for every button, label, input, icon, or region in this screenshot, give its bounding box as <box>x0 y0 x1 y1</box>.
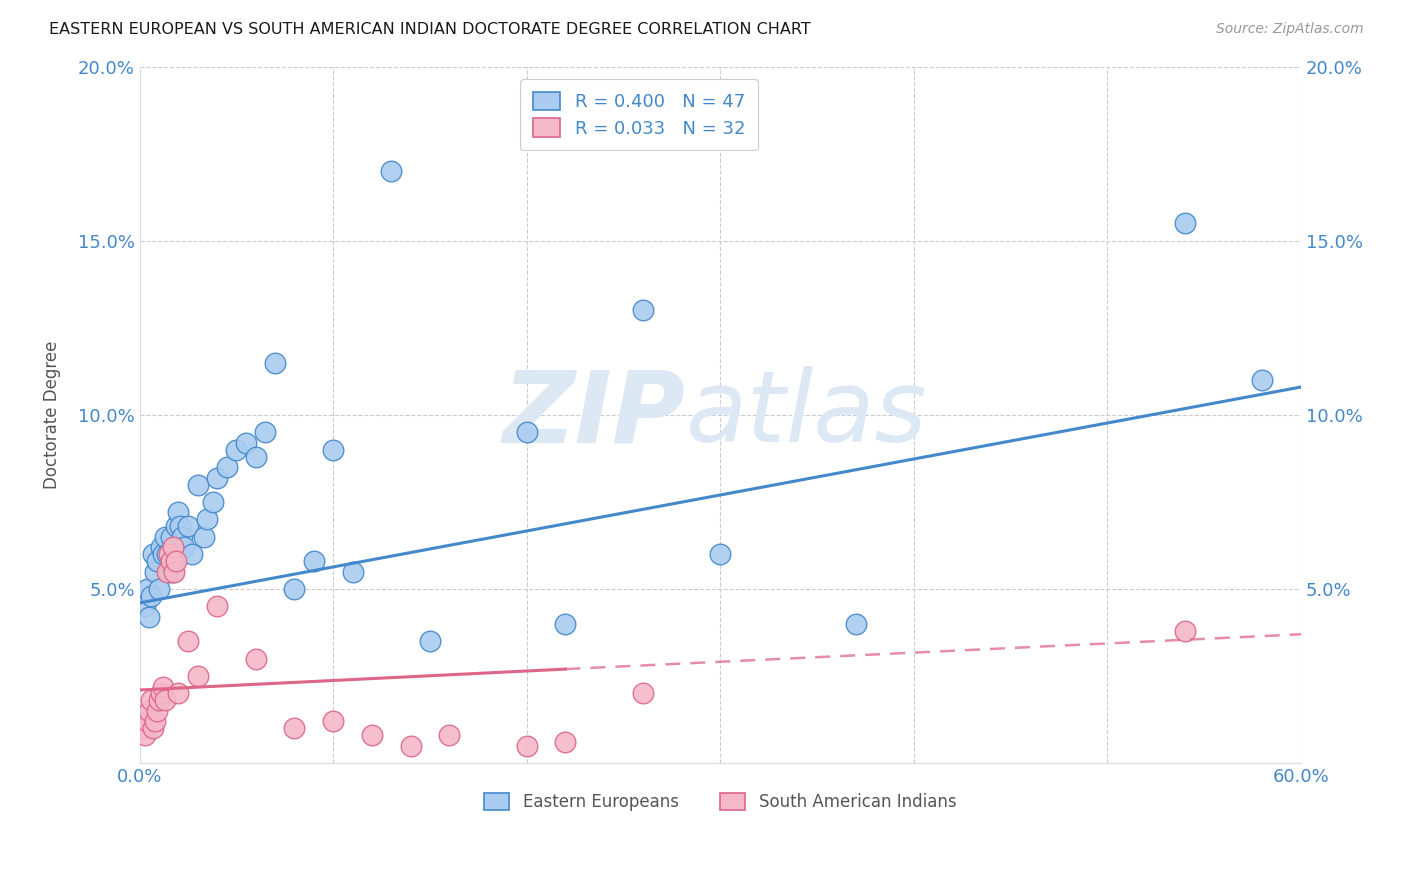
Point <box>167 505 190 519</box>
Text: EASTERN EUROPEAN VS SOUTH AMERICAN INDIAN DOCTORATE DEGREE CORRELATION CHART: EASTERN EUROPEAN VS SOUTH AMERICAN INDIA… <box>49 22 811 37</box>
Point <box>177 634 200 648</box>
Text: Source: ZipAtlas.com: Source: ZipAtlas.com <box>1216 22 1364 37</box>
Point <box>516 739 538 753</box>
Point <box>187 669 209 683</box>
Point <box>1251 373 1274 387</box>
Point <box>516 425 538 440</box>
Point <box>245 450 267 464</box>
Text: ZIP: ZIP <box>502 367 686 463</box>
Point <box>845 616 868 631</box>
Y-axis label: Doctorate Degree: Doctorate Degree <box>44 341 60 489</box>
Point <box>419 634 441 648</box>
Point <box>283 582 305 596</box>
Point <box>709 547 731 561</box>
Point <box>157 565 180 579</box>
Point <box>159 554 181 568</box>
Point <box>631 686 654 700</box>
Point <box>134 599 156 614</box>
Point <box>254 425 277 440</box>
Point <box>554 616 576 631</box>
Point <box>193 530 215 544</box>
Point <box>152 547 174 561</box>
Point <box>134 728 156 742</box>
Legend: Eastern Europeans, South American Indians: Eastern Europeans, South American Indian… <box>471 780 970 824</box>
Point <box>148 693 170 707</box>
Text: atlas: atlas <box>686 367 927 463</box>
Point <box>156 565 179 579</box>
Point <box>322 714 344 729</box>
Point <box>143 714 166 729</box>
Point <box>165 519 187 533</box>
Point <box>205 470 228 484</box>
Point <box>138 704 160 718</box>
Point <box>162 540 184 554</box>
Point <box>215 460 238 475</box>
Point <box>146 704 169 718</box>
Point <box>136 582 159 596</box>
Point <box>187 477 209 491</box>
Point <box>136 714 159 729</box>
Point <box>399 739 422 753</box>
Point <box>153 693 176 707</box>
Point <box>165 554 187 568</box>
Point <box>156 547 179 561</box>
Point <box>177 519 200 533</box>
Point <box>235 435 257 450</box>
Point <box>173 540 195 554</box>
Point <box>159 530 181 544</box>
Point <box>302 554 325 568</box>
Point <box>172 530 194 544</box>
Point <box>1174 216 1197 230</box>
Point <box>153 530 176 544</box>
Point <box>141 693 163 707</box>
Point <box>149 686 172 700</box>
Point <box>169 519 191 533</box>
Point <box>162 565 184 579</box>
Point <box>197 512 219 526</box>
Point <box>143 565 166 579</box>
Point <box>439 728 461 742</box>
Point <box>142 721 165 735</box>
Point <box>322 442 344 457</box>
Point <box>180 547 202 561</box>
Point <box>148 582 170 596</box>
Point <box>205 599 228 614</box>
Point <box>142 547 165 561</box>
Point <box>132 721 155 735</box>
Point <box>202 495 225 509</box>
Point <box>631 303 654 318</box>
Point <box>283 721 305 735</box>
Point <box>141 589 163 603</box>
Point <box>152 680 174 694</box>
Point <box>163 554 186 568</box>
Point <box>138 610 160 624</box>
Point <box>225 442 247 457</box>
Point <box>264 356 287 370</box>
Point <box>157 547 180 561</box>
Point <box>149 540 172 554</box>
Point <box>342 565 364 579</box>
Point <box>245 651 267 665</box>
Point <box>146 554 169 568</box>
Point <box>163 565 186 579</box>
Point <box>380 164 402 178</box>
Point <box>361 728 384 742</box>
Point <box>554 735 576 749</box>
Point <box>1174 624 1197 638</box>
Point <box>167 686 190 700</box>
